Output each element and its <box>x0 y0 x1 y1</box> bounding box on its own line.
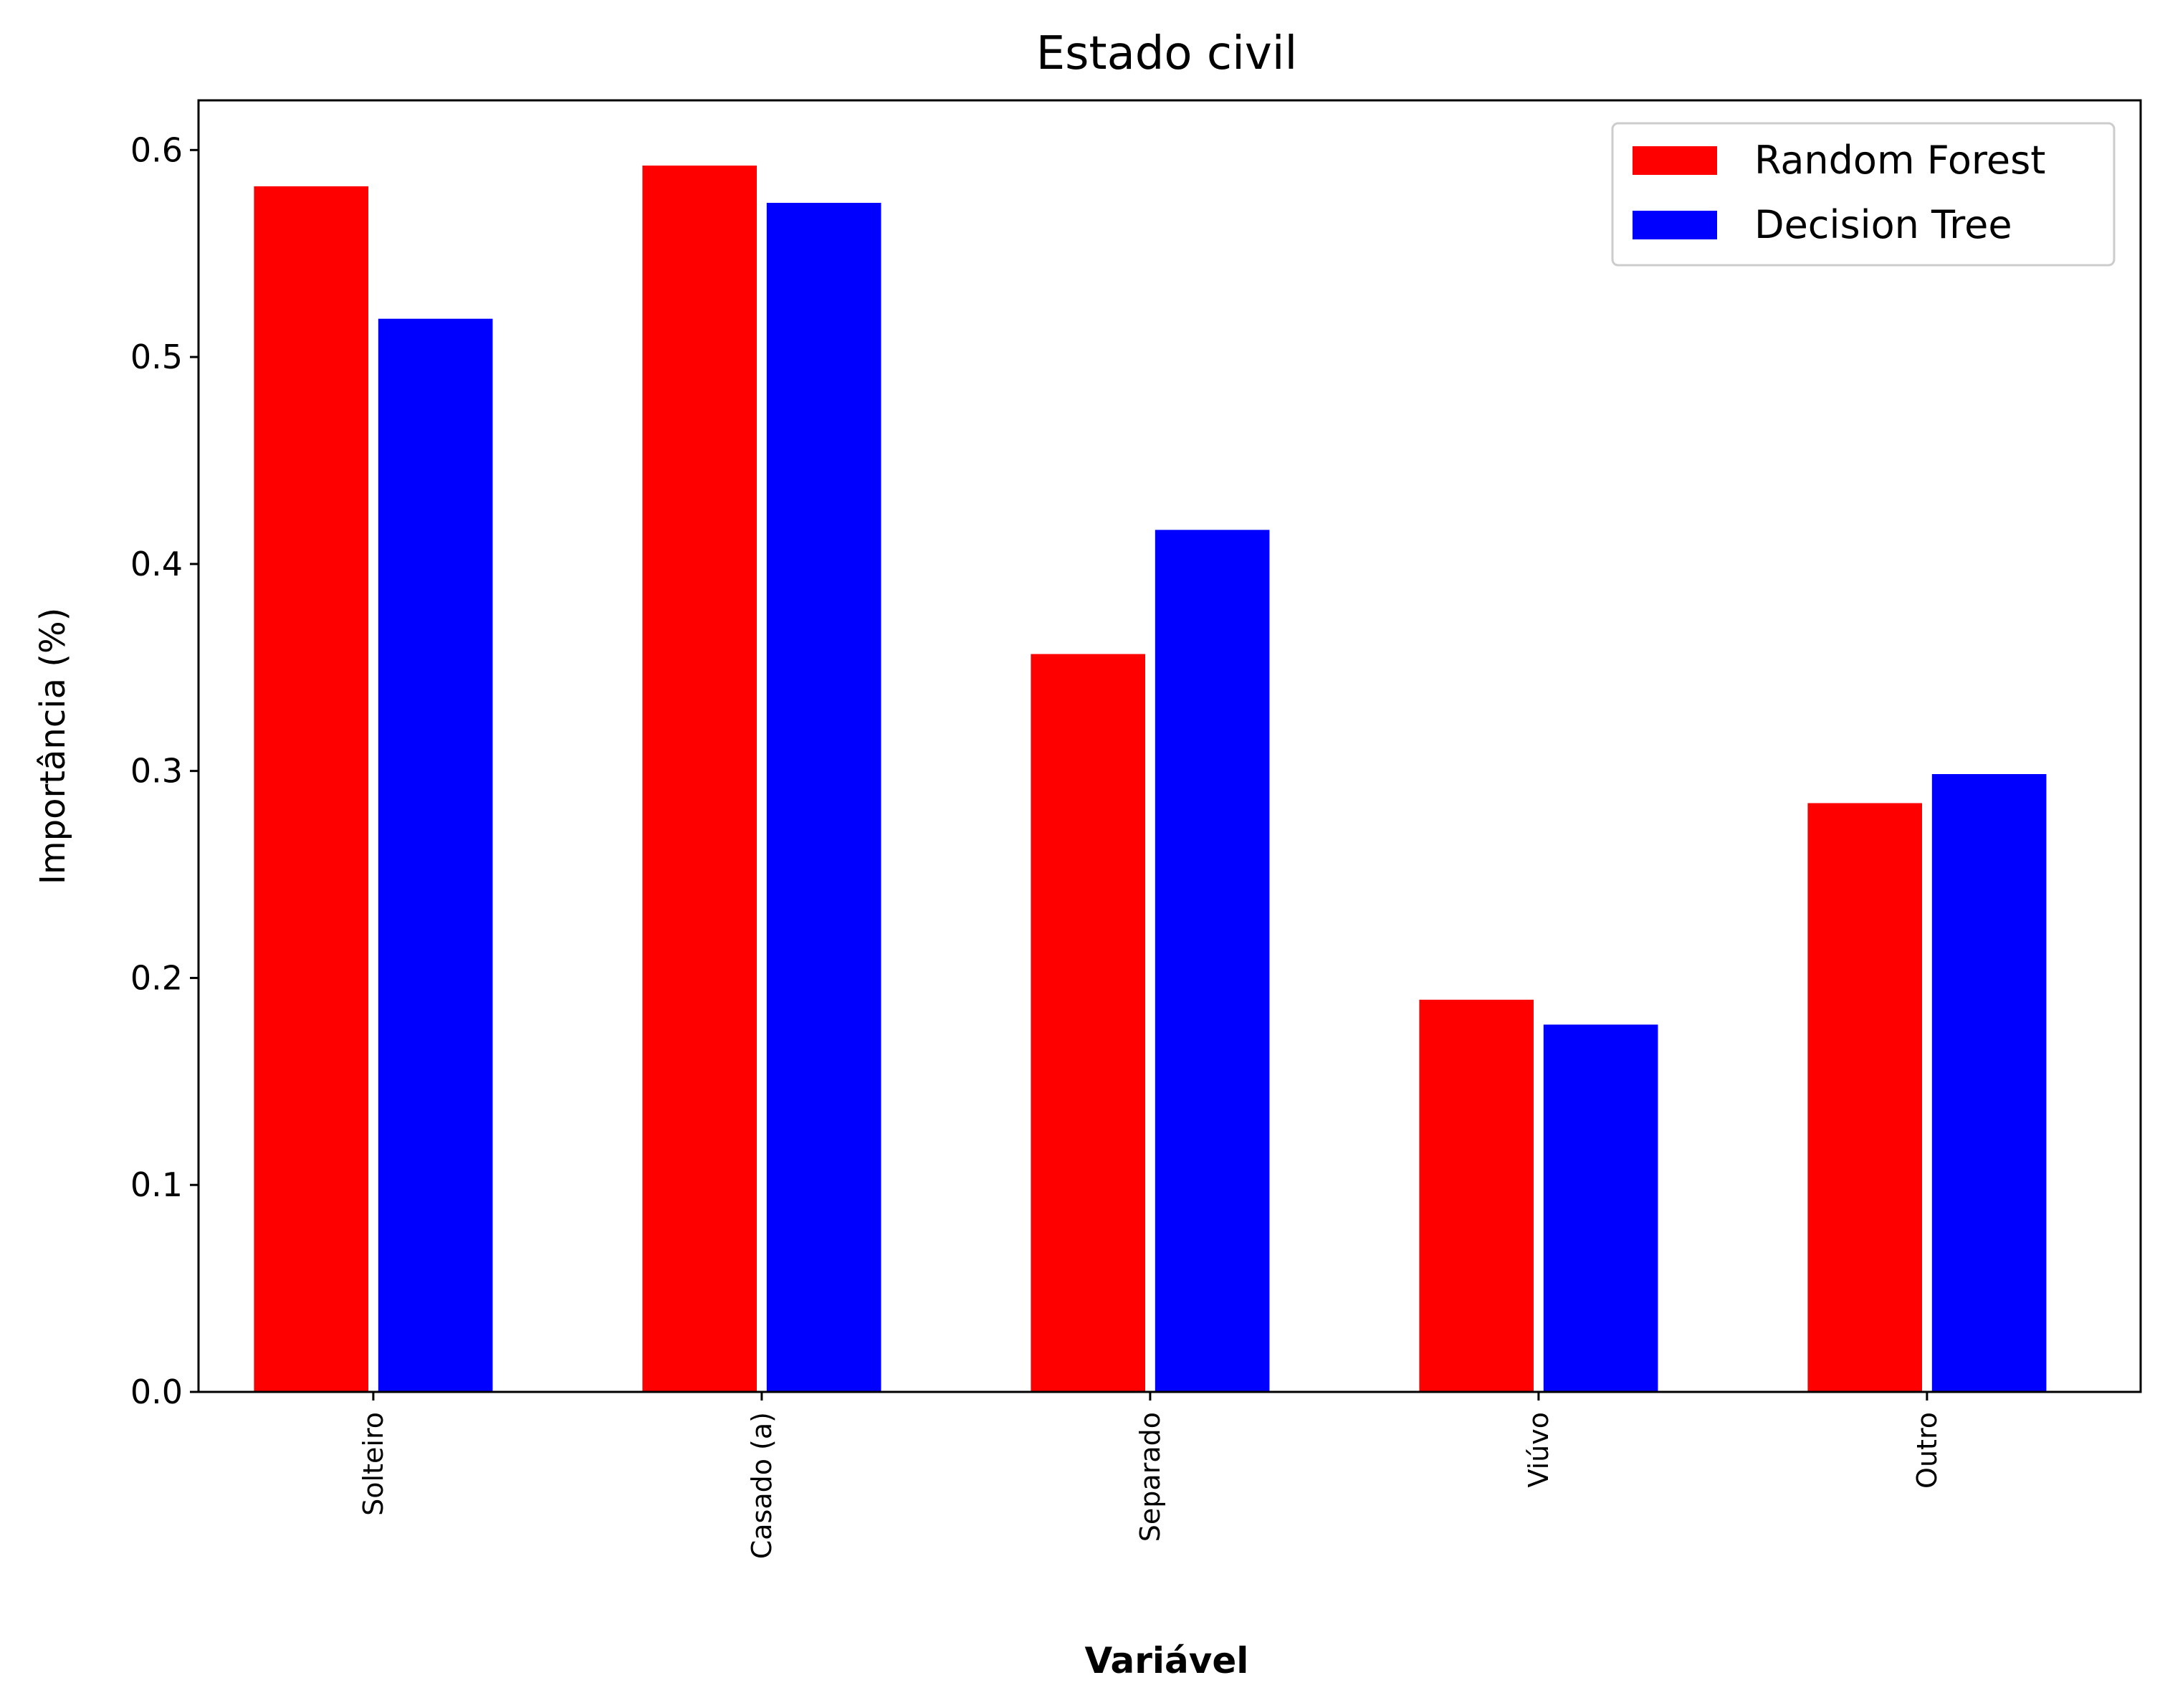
y-tick-label: 0.4 <box>130 545 183 583</box>
y-tick-label: 0.3 <box>130 752 183 791</box>
plot-frame <box>197 99 2142 1393</box>
y-tick-label: 0.1 <box>130 1165 183 1204</box>
chart-title: Estado civil <box>1036 27 1298 80</box>
bar-random-forest-solteiro <box>252 183 371 1393</box>
y-axis-label: Importância (%) <box>33 608 73 885</box>
bar-random-forest-casado-a <box>640 163 760 1393</box>
bar-random-forest-viuvo <box>1417 997 1536 1393</box>
x-tick-label-casado-a: Casado (a) <box>746 1412 778 1559</box>
legend-box <box>1611 122 2116 267</box>
y-tick-label: 0.0 <box>130 1373 183 1411</box>
y-tick-label: 0.6 <box>130 130 183 169</box>
bar-decision-tree-casado-a <box>764 201 884 1393</box>
legend-label-decision-tree: Decision Tree <box>1754 202 2012 247</box>
legend-label-random-forest: Random Forest <box>1754 138 2045 183</box>
x-tick-label-solteiro: Solteiro <box>358 1412 389 1516</box>
bar-random-forest-outro <box>1805 801 1924 1393</box>
legend-swatch-decision-tree <box>1633 211 1717 239</box>
x-tick-label-viuvo: Viúvo <box>1523 1412 1554 1488</box>
y-tick-label: 0.5 <box>130 338 183 376</box>
legend: Random Forest Decision Tree <box>1611 122 2116 267</box>
bar-decision-tree-solteiro <box>376 316 495 1393</box>
plot-area: 0.0 0.1 0.2 0.3 0.4 0.5 0.6 Solteiro Casado (a) S… <box>130 130 2049 1559</box>
bar-decision-tree-outro <box>1929 772 2049 1393</box>
bar-decision-tree-separado <box>1152 528 1272 1393</box>
bar-decision-tree-viuvo <box>1541 1022 1660 1393</box>
legend-swatch-random-forest <box>1633 146 1717 175</box>
bar-random-forest-separado <box>1028 652 1148 1393</box>
x-tick-label-outro: Outro <box>1911 1412 1943 1489</box>
x-axis-label: Variável <box>1085 1640 1249 1681</box>
y-tick-label: 0.2 <box>130 958 183 997</box>
x-tick-label-separado: Separado <box>1134 1412 1166 1542</box>
